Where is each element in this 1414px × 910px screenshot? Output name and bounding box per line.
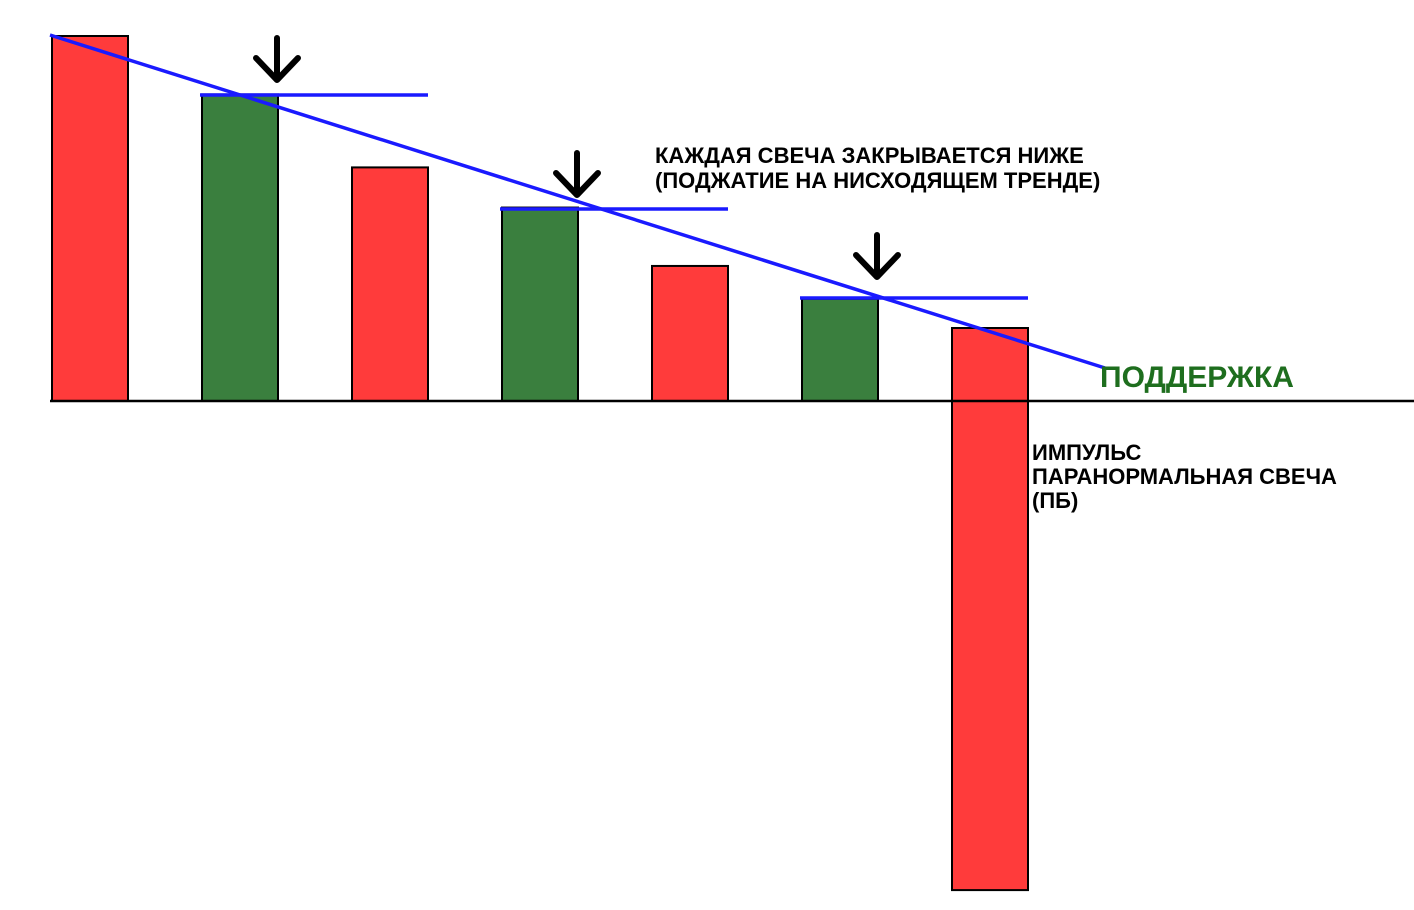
impulse-label-line-2: ПАРАНОРМАЛЬНАЯ СВЕЧА bbox=[1032, 464, 1337, 489]
candle-3-bearish bbox=[351, 166, 429, 402]
note-line-1: КАЖДАЯ СВЕЧА ЗАКРЫВАЕТСЯ НИЖЕ bbox=[655, 143, 1084, 168]
trend-line bbox=[49, 33, 1106, 370]
impulse-label-line-1: ИМПУЛЬС bbox=[1032, 440, 1142, 465]
candle-2-bullish bbox=[201, 93, 279, 403]
support-label: ПОДДЕРЖКА bbox=[1100, 361, 1294, 394]
candle-5-bearish bbox=[651, 264, 729, 403]
candles-group bbox=[51, 35, 1029, 892]
note-line-2: (ПОДЖАТИЕ НА НИСХОДЯЩЕМ ТРЕНДЕ) bbox=[655, 168, 1100, 193]
candle-4-bullish bbox=[501, 206, 579, 402]
candle-7-bearish bbox=[951, 327, 1029, 892]
candle-6-bullish bbox=[801, 297, 879, 402]
down-arrow-icon bbox=[853, 232, 901, 280]
close-level-lines bbox=[200, 93, 1028, 300]
candle-1-bearish bbox=[51, 35, 129, 402]
impulse-label-line-3: (ПБ) bbox=[1032, 488, 1078, 513]
down-arrow-icon bbox=[253, 35, 301, 83]
down-arrow-icon bbox=[553, 150, 601, 198]
